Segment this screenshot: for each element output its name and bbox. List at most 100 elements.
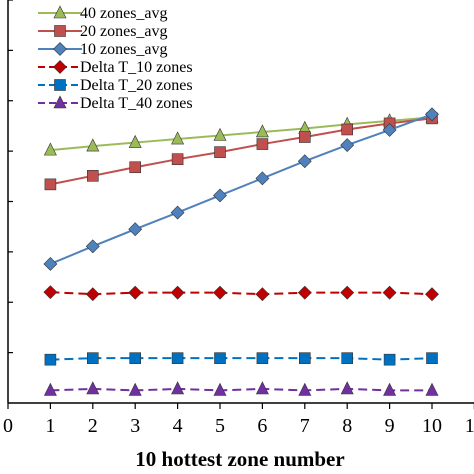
x-tick-label: 0: [3, 415, 13, 437]
data-point: [86, 138, 100, 152]
data-point: [170, 285, 185, 300]
data-point: [425, 287, 439, 302]
data-point: [54, 25, 66, 37]
legend-label: 10 zones_avg: [80, 41, 168, 58]
data-point: [214, 146, 226, 158]
data-point: [86, 381, 100, 395]
data-point: [383, 353, 396, 366]
data-point: [256, 352, 269, 364]
data-point: [53, 95, 67, 109]
data-point: [213, 382, 227, 396]
series-delta-t-40-zones: [43, 381, 439, 396]
series-20-zones-avg: [44, 112, 438, 191]
data-point: [129, 352, 141, 364]
legend-item: Delta T_10 zones: [38, 59, 193, 76]
data-point: [340, 138, 355, 153]
legend-label: Delta T_40 zones: [80, 95, 193, 112]
data-point: [129, 161, 141, 174]
data-point: [298, 352, 311, 364]
series-layer: [43, 107, 439, 396]
legend-item: Delta T_20 zones: [38, 77, 193, 94]
data-point: [425, 382, 439, 396]
data-point: [171, 153, 184, 165]
data-point: [43, 257, 58, 271]
data-point: [255, 381, 269, 395]
data-point: [382, 123, 397, 137]
data-point: [255, 124, 269, 138]
data-point: [170, 205, 185, 220]
legend-item: Delta T_40 zones: [38, 95, 193, 112]
legend-label: 20 zones_avg: [80, 23, 168, 40]
x-tick-label: 10: [422, 415, 442, 437]
data-point: [85, 239, 100, 254]
data-point: [128, 222, 143, 237]
data-point: [341, 352, 354, 364]
x-tick-label: 5: [215, 415, 225, 437]
data-point: [256, 138, 269, 150]
x-tick-label: 6: [257, 415, 267, 437]
series-line: [50, 357, 433, 361]
data-point: [171, 131, 185, 145]
data-point: [426, 352, 438, 364]
data-point: [298, 131, 311, 143]
data-point: [54, 79, 66, 91]
data-point: [171, 381, 185, 395]
legend-label: 40 zones_avg: [80, 5, 168, 22]
data-point: [383, 382, 397, 396]
x-tick-label: 8: [342, 415, 352, 437]
legend-label: Delta T_20 zones: [80, 77, 193, 94]
x-tick-label: 4: [173, 415, 183, 437]
data-point: [255, 287, 270, 302]
data-point: [340, 381, 354, 395]
series-line: [50, 113, 433, 265]
series-delta-t-20-zones: [44, 352, 438, 366]
series-delta-t-10-zones: [43, 285, 439, 302]
data-point: [214, 352, 226, 364]
x-tick-label: 9: [385, 415, 395, 437]
axes: 0 1 2 3 4 5 6 7 8 9 10 11: [3, 0, 474, 437]
x-axis-title: 10 hottest zone number: [135, 447, 344, 471]
data-point: [128, 134, 142, 148]
x-tick-label: 11: [465, 415, 474, 437]
data-point: [425, 107, 439, 122]
data-point: [255, 171, 270, 186]
data-point: [213, 285, 227, 300]
legend-item: 40 zones_avg: [38, 5, 168, 22]
series-line: [50, 387, 432, 392]
data-point: [128, 382, 142, 396]
x-tick-label: 7: [300, 415, 310, 437]
data-point: [43, 382, 57, 396]
data-point: [171, 352, 184, 364]
legend-item: 10 zones_avg: [38, 41, 168, 58]
data-point: [53, 5, 67, 19]
data-point: [382, 285, 397, 300]
series-line: [50, 116, 433, 152]
data-point: [53, 60, 67, 74]
x-tick-label: 3: [130, 415, 140, 437]
data-point: [341, 123, 354, 136]
data-point: [87, 170, 99, 182]
data-point: [85, 287, 100, 302]
x-tick-label: 2: [88, 415, 98, 437]
legend-item: 20 zones_avg: [38, 23, 168, 40]
data-point: [53, 42, 67, 56]
data-point: [43, 142, 57, 156]
series-10-zones-avg: [43, 107, 439, 271]
data-point: [340, 285, 355, 300]
legend-label: Delta T_10 zones: [80, 59, 193, 76]
data-point: [297, 285, 312, 300]
data-point: [87, 352, 99, 364]
data-point: [44, 353, 57, 366]
data-point: [44, 178, 57, 191]
x-tick-label: 1: [45, 415, 55, 437]
data-point: [128, 285, 143, 300]
data-point: [297, 154, 312, 169]
data-point: [43, 285, 58, 300]
series-line: [50, 117, 433, 186]
data-point: [298, 382, 312, 396]
data-point: [213, 188, 227, 203]
series-line: [50, 291, 433, 296]
data-point: [213, 127, 227, 141]
